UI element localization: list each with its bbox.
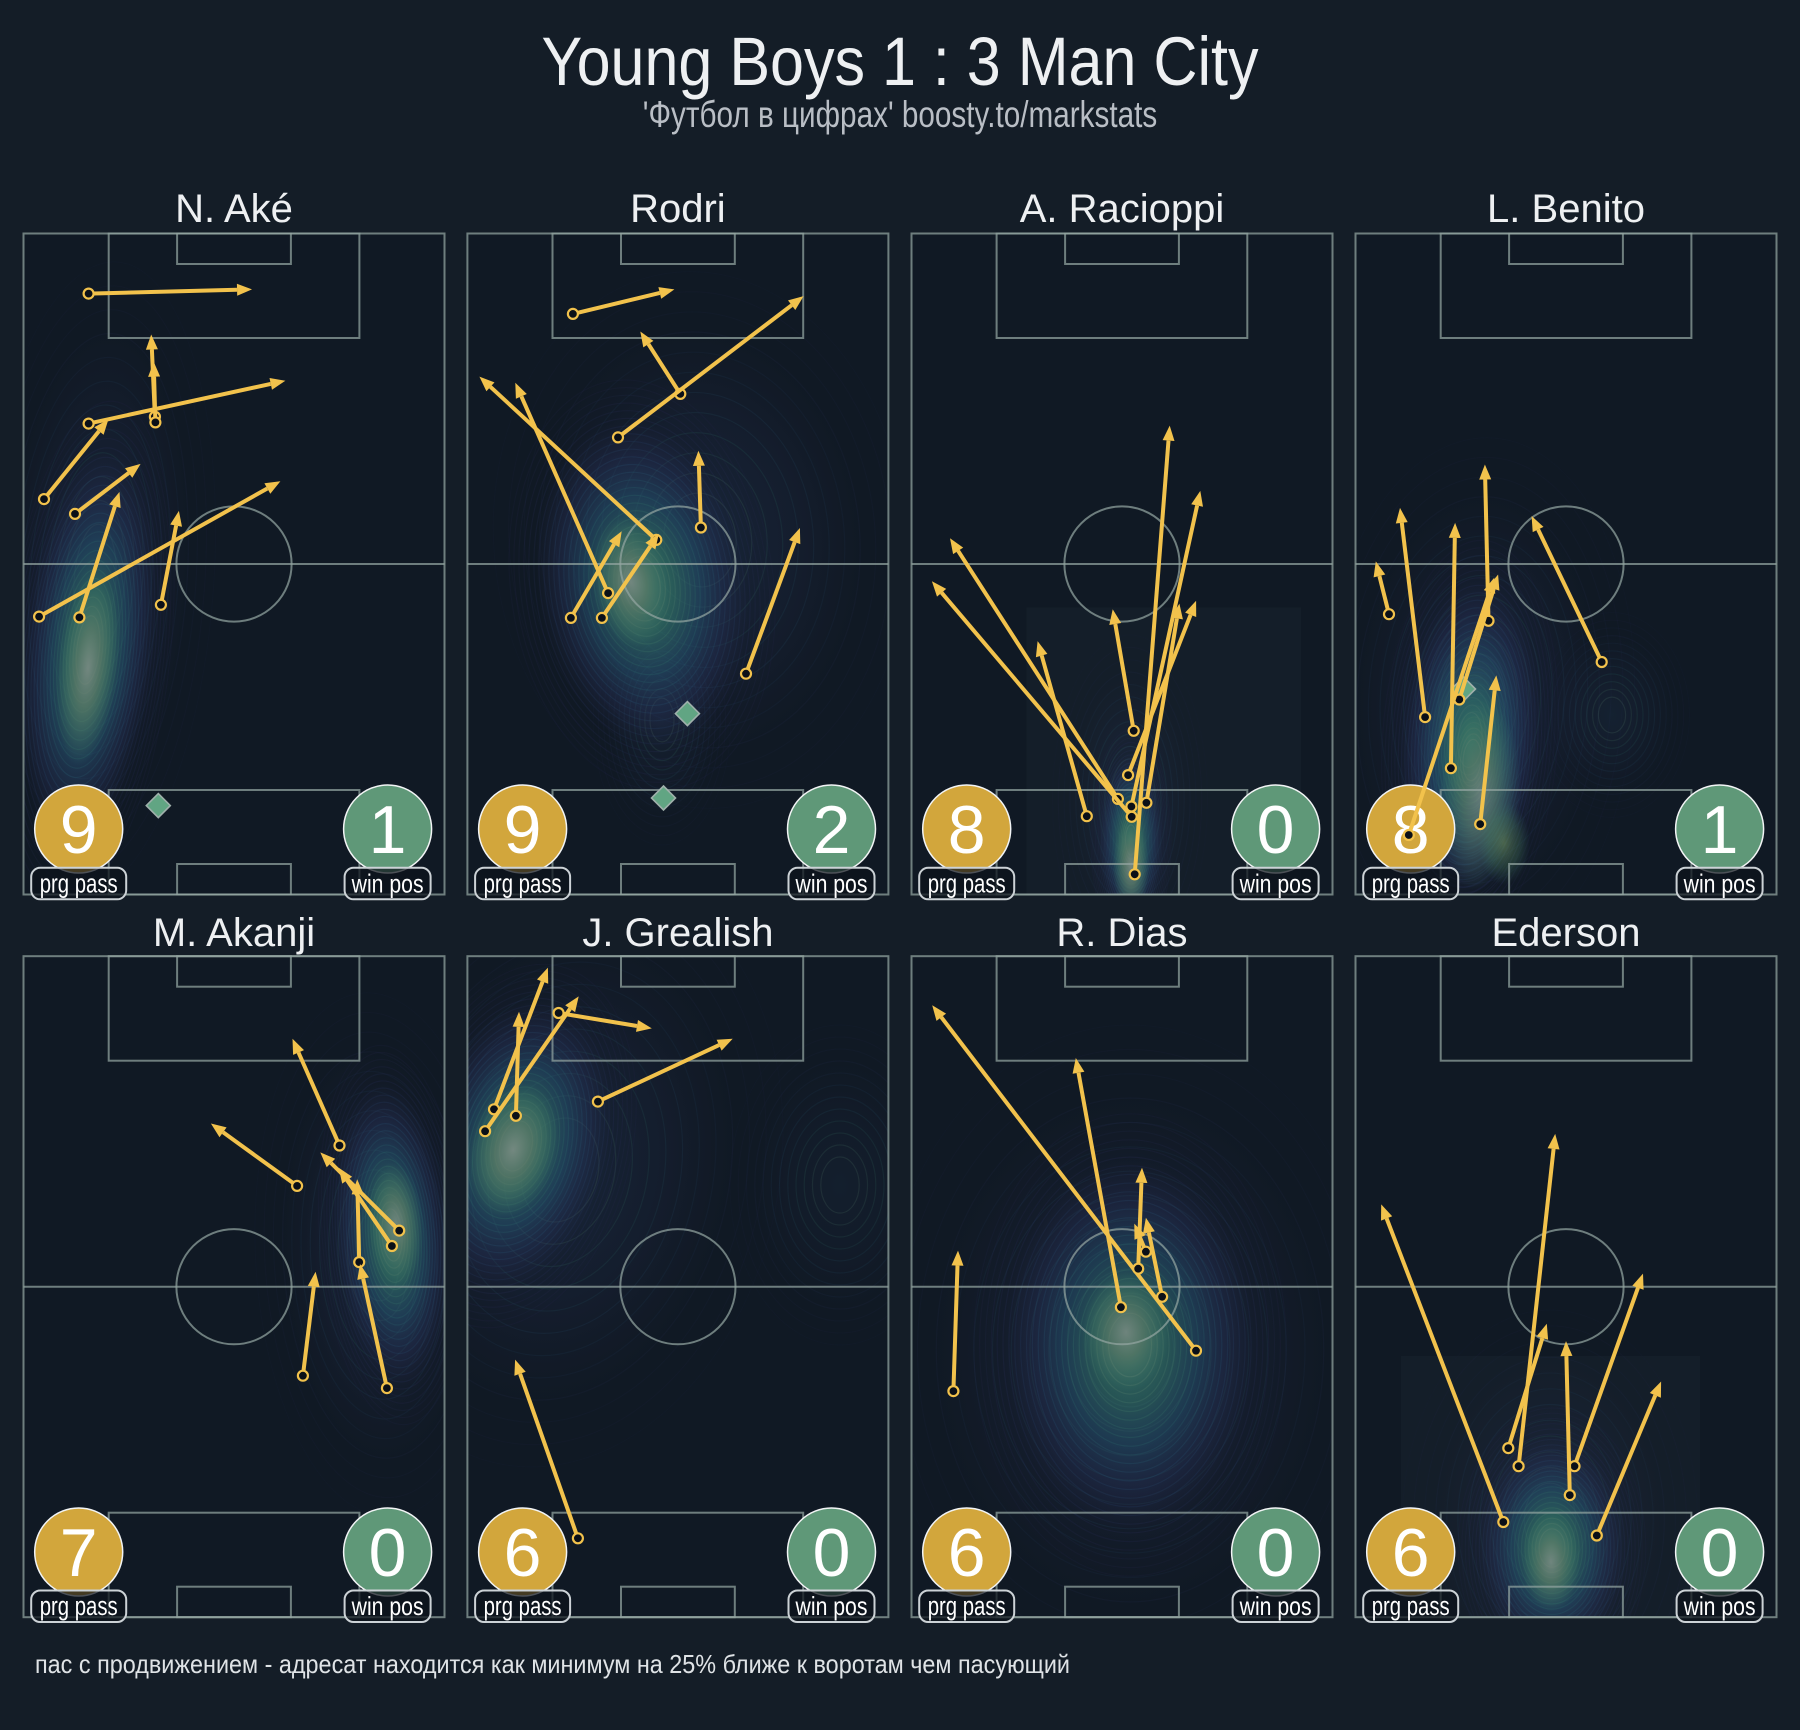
svg-text:0: 0	[1701, 1515, 1739, 1591]
svg-text:1: 1	[1701, 792, 1739, 868]
svg-text:win pos: win pos	[351, 871, 424, 899]
svg-text:Ederson: Ederson	[1492, 911, 1641, 955]
svg-text:prg pass: prg pass	[1372, 869, 1450, 898]
svg-text:'Футбол в цифрах' boosty.to/ma: 'Футбол в цифрах' boosty.to/markstats	[643, 95, 1157, 136]
svg-text:J. Grealish: J. Grealish	[582, 911, 773, 955]
svg-text:prg pass: prg pass	[484, 869, 562, 898]
svg-text:win pos: win pos	[1239, 1593, 1312, 1621]
svg-text:A. Racioppi: A. Racioppi	[1020, 187, 1225, 231]
svg-text:prg pass: prg pass	[40, 1592, 118, 1621]
svg-text:6: 6	[504, 1515, 542, 1591]
svg-text:6: 6	[948, 1515, 986, 1591]
svg-text:win pos: win pos	[351, 1593, 424, 1621]
svg-text:Young Boys 1 : 3 Man City: Young Boys 1 : 3 Man City	[542, 23, 1259, 100]
svg-text:9: 9	[504, 792, 542, 868]
svg-text:6: 6	[1392, 1515, 1430, 1591]
svg-text:win pos: win pos	[795, 871, 868, 899]
svg-text:win pos: win pos	[1239, 871, 1312, 899]
svg-text:Rodri: Rodri	[630, 187, 726, 231]
svg-text:L. Benito: L. Benito	[1487, 187, 1645, 231]
svg-text:N. Aké: N. Aké	[175, 187, 293, 231]
svg-text:prg pass: prg pass	[40, 869, 118, 898]
svg-text:M. Akanji: M. Akanji	[153, 911, 315, 955]
svg-text:0: 0	[1257, 1515, 1295, 1591]
svg-text:0: 0	[369, 1515, 407, 1591]
svg-text:2: 2	[813, 792, 851, 868]
svg-text:win pos: win pos	[1683, 871, 1756, 899]
svg-text:win pos: win pos	[795, 1593, 868, 1621]
svg-text:R. Dias: R. Dias	[1056, 911, 1187, 955]
svg-text:0: 0	[813, 1515, 851, 1591]
svg-text:win pos: win pos	[1683, 1593, 1756, 1621]
svg-text:prg pass: prg pass	[1372, 1592, 1450, 1621]
svg-text:prg pass: prg pass	[484, 1592, 562, 1621]
svg-text:пас с продвижением - адресат н: пас с продвижением - адресат находится к…	[35, 1649, 1070, 1679]
svg-text:8: 8	[948, 792, 986, 868]
svg-text:0: 0	[1257, 792, 1295, 868]
svg-text:prg pass: prg pass	[928, 869, 1006, 898]
svg-text:prg pass: prg pass	[928, 1592, 1006, 1621]
svg-text:9: 9	[60, 792, 98, 868]
svg-text:1: 1	[369, 792, 407, 868]
svg-text:7: 7	[60, 1515, 98, 1591]
